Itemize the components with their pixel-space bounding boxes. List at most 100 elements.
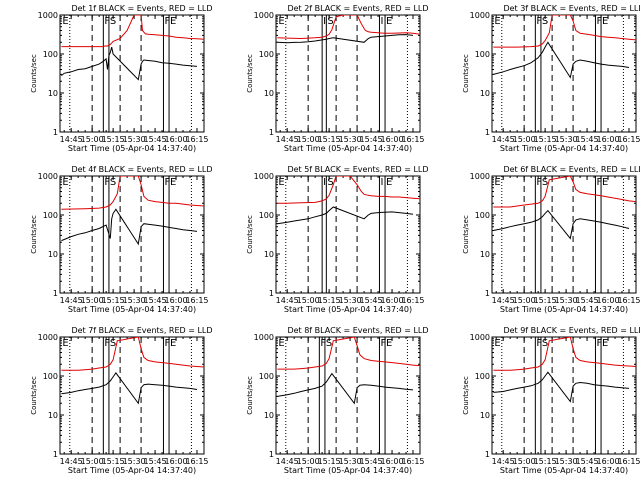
x-tick-label: 14:45 xyxy=(60,296,83,305)
plot-frame xyxy=(59,336,205,455)
y-tick-label: 1000 xyxy=(254,11,274,20)
y-axis-label: Counts/sec xyxy=(462,376,470,415)
y-tick-label: 1 xyxy=(269,289,274,298)
marker-label-F: F xyxy=(380,338,386,349)
chart-panel-3: Det 3f BLACK = Events, RED = LLD 1 10 100 10… xyxy=(462,4,640,153)
series-line-events xyxy=(61,372,198,405)
y-tick-label: 100 xyxy=(43,372,58,381)
x-tick-label: 15:45 xyxy=(576,296,599,305)
marker-label-E: E xyxy=(386,16,392,27)
y-tick-label: 10 xyxy=(48,411,58,420)
y-tick-label: 1000 xyxy=(38,333,58,342)
marker-label-E: E xyxy=(602,338,608,349)
y-axis-label: Counts/sec xyxy=(462,215,470,254)
series-line-lld xyxy=(277,176,420,204)
series-line-lld xyxy=(493,15,636,48)
x-tick-label: 14:45 xyxy=(60,457,83,466)
marker-label-E: E xyxy=(494,338,500,349)
marker-label-I: I xyxy=(323,16,326,27)
marker-label-E: E xyxy=(278,177,284,188)
series-line-events xyxy=(61,208,198,246)
x-tick-label: 15:45 xyxy=(576,135,599,144)
marker-label-E: E xyxy=(62,338,68,349)
y-tick-label: 1000 xyxy=(470,172,490,181)
chart-panel-1: Det 1f BLACK = Events, RED = LLD 1 10 100 10… xyxy=(30,4,213,153)
x-tick-label: 16:15 xyxy=(617,457,640,466)
x-tick-label: 16:00 xyxy=(165,135,188,144)
x-tick-label: 15:00 xyxy=(513,296,536,305)
x-tick-label: 16:15 xyxy=(617,135,640,144)
marker-label-S: S xyxy=(110,338,116,349)
x-tick-label: 15:15 xyxy=(318,296,341,305)
x-tick-label: 16:15 xyxy=(401,296,424,305)
y-tick-label: 100 xyxy=(259,211,274,220)
series-line-lld xyxy=(493,337,636,371)
x-axis-label: Start Time (05-Apr-04 14:37:40) xyxy=(500,466,628,475)
x-tick-label: 15:45 xyxy=(360,296,383,305)
chart-title: Det 4f BLACK = Events, RED = LLD xyxy=(71,165,212,174)
marker-label-F: F xyxy=(104,338,110,349)
marker-label-I: I xyxy=(380,177,383,188)
chart-panel-4: Det 4f BLACK = Events, RED = LLD 1 10 100 10… xyxy=(30,165,213,314)
y-tick-label: 1000 xyxy=(38,11,58,20)
y-tick-label: 1 xyxy=(53,128,58,137)
chart-panel-7: Det 7f BLACK = Events, RED = LLD 1 10 100 10… xyxy=(30,326,213,475)
x-tick-label: 15:30 xyxy=(123,135,146,144)
y-tick-label: 1000 xyxy=(470,333,490,342)
x-tick-label: 15:30 xyxy=(123,457,146,466)
x-tick-label: 15:15 xyxy=(534,457,557,466)
x-axis-label: Start Time (05-Apr-04 14:37:40) xyxy=(284,305,412,314)
marker-label-S: S xyxy=(542,338,548,349)
y-axis-label: Counts/sec xyxy=(246,215,254,254)
series-line-lld xyxy=(61,15,204,48)
x-tick-label: 15:15 xyxy=(102,457,125,466)
x-tick-label: 15:15 xyxy=(318,135,341,144)
x-tick-label: 15:30 xyxy=(555,296,578,305)
y-tick-label: 100 xyxy=(475,372,490,381)
marker-label-F: F xyxy=(536,177,542,188)
marker-label-F: F xyxy=(164,338,170,349)
x-tick-label: 16:00 xyxy=(381,457,404,466)
y-tick-label: 1000 xyxy=(254,172,274,181)
y-axis-label: Counts/sec xyxy=(246,376,254,415)
x-tick-label: 15:30 xyxy=(339,296,362,305)
y-tick-label: 1 xyxy=(485,289,490,298)
plot-frame xyxy=(275,175,421,294)
y-tick-label: 100 xyxy=(475,50,490,59)
marker-label-F: F xyxy=(596,16,602,27)
x-tick-label: 15:15 xyxy=(102,135,125,144)
x-axis-label: Start Time (05-Apr-04 14:37:40) xyxy=(500,144,628,153)
marker-label-E: E xyxy=(494,16,500,27)
x-tick-label: 15:00 xyxy=(81,296,104,305)
x-tick-label: 15:00 xyxy=(513,457,536,466)
x-tick-label: 15:15 xyxy=(102,296,125,305)
marker-label-F: F xyxy=(104,16,110,27)
marker-label-E: E xyxy=(386,177,392,188)
x-tick-label: 16:00 xyxy=(597,296,620,305)
x-tick-label: 14:45 xyxy=(276,135,299,144)
y-tick-label: 100 xyxy=(259,50,274,59)
x-tick-label: 14:45 xyxy=(276,457,299,466)
chart-panel-6: Det 6f BLACK = Events, RED = LLD 1 10 100 10… xyxy=(462,165,640,314)
x-tick-label: 15:30 xyxy=(555,457,578,466)
x-tick-label: 15:15 xyxy=(534,296,557,305)
marker-label-I: I xyxy=(323,177,326,188)
chart-title: Det 3f BLACK = Events, RED = LLD xyxy=(503,4,640,13)
x-axis-label: Start Time (05-Apr-04 14:37:40) xyxy=(500,305,628,314)
marker-label-S: S xyxy=(110,177,116,188)
x-tick-label: 14:45 xyxy=(492,296,515,305)
series-line-events xyxy=(493,209,630,240)
series-line-events xyxy=(61,46,198,81)
marker-label-E: E xyxy=(278,16,284,27)
marker-label-F: F xyxy=(596,338,602,349)
marker-label-E: E xyxy=(170,338,176,349)
chart-title: Det 1f BLACK = Events, RED = LLD xyxy=(71,4,212,13)
plot-frame xyxy=(491,175,637,294)
marker-label-S: S xyxy=(327,16,333,27)
chart-title: Det 9f BLACK = Events, RED = LLD xyxy=(503,326,640,335)
x-tick-label: 16:00 xyxy=(597,135,620,144)
x-axis-label: Start Time (05-Apr-04 14:37:40) xyxy=(284,144,412,153)
x-tick-label: 15:00 xyxy=(297,457,320,466)
y-tick-label: 1 xyxy=(269,128,274,137)
y-tick-label: 1000 xyxy=(470,11,490,20)
